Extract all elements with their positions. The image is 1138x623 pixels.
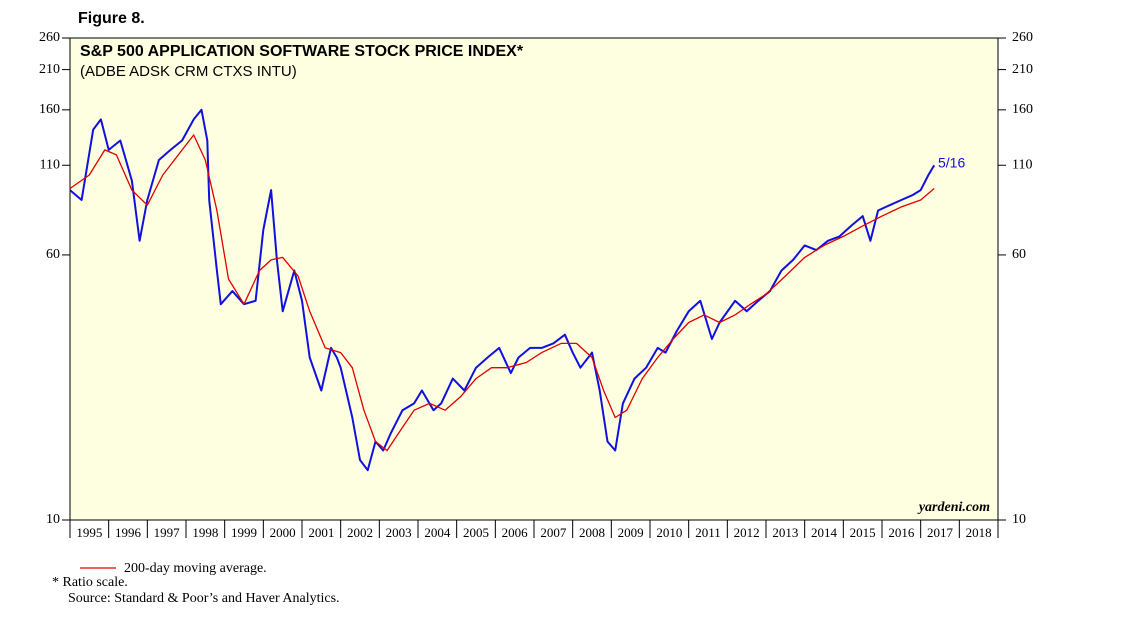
- legend-label: 200-day moving average.: [124, 561, 267, 576]
- y2-tick-label: 210: [1012, 62, 1033, 77]
- x-tick-label: 2006: [502, 525, 529, 540]
- x-tick-label: 1999: [231, 525, 257, 540]
- x-tick-label: 2008: [579, 525, 605, 540]
- y-tick-label: 160: [39, 102, 60, 117]
- annotation: 5/16: [938, 155, 965, 171]
- x-tick-label: 2005: [463, 525, 489, 540]
- x-tick-label: 2017: [927, 525, 954, 540]
- x-tick-label: 1998: [192, 525, 218, 540]
- x-tick-label: 2016: [888, 525, 915, 540]
- x-tick-label: 1996: [115, 525, 142, 540]
- y2-tick-label: 260: [1012, 30, 1033, 45]
- x-tick-label: 2000: [270, 525, 296, 540]
- plot-frame: [69, 37, 999, 521]
- x-tick-label: 2014: [811, 525, 838, 540]
- x-tick-label: 2012: [734, 525, 760, 540]
- x-tick-label: 2009: [618, 525, 644, 540]
- chart-title: S&P 500 APPLICATION SOFTWARE STOCK PRICE…: [80, 43, 524, 60]
- x-tick-label: 2013: [772, 525, 798, 540]
- y-tick-label: 60: [46, 247, 60, 262]
- x-tick-label: 2018: [966, 525, 992, 540]
- y2-tick-label: 10: [1012, 512, 1026, 527]
- y2-tick-label: 110: [1012, 157, 1032, 172]
- x-tick-label: 1995: [76, 525, 102, 540]
- figure-label: Figure 8.: [78, 10, 145, 27]
- plot-area: [70, 38, 998, 520]
- chart-subtitle: (ADBE ADSK CRM CTXS INTU): [80, 63, 297, 80]
- y2-tick-label: 160: [1012, 102, 1033, 117]
- y-tick-label: 110: [40, 157, 60, 172]
- y-tick-label: 260: [39, 30, 60, 45]
- x-tick-label: 2011: [695, 525, 721, 540]
- x-tick-label: 2003: [386, 525, 412, 540]
- x-tick-label: 2010: [656, 525, 682, 540]
- x-tick-label: 2015: [850, 525, 876, 540]
- y2-tick-label: 60: [1012, 247, 1026, 262]
- footnote: * Ratio scale.: [52, 575, 128, 590]
- watermark: yardeni.com: [917, 500, 990, 515]
- x-tick-label: 2004: [424, 525, 451, 540]
- x-tick-label: 1997: [154, 525, 181, 540]
- x-tick-label: 2007: [540, 525, 567, 540]
- x-tick-label: 2001: [308, 525, 334, 540]
- y-tick-label: 10: [46, 512, 60, 527]
- x-tick-label: 2002: [347, 525, 373, 540]
- series-line: [69, 134, 935, 452]
- y-tick-label: 210: [39, 62, 60, 77]
- series-line: [69, 108, 936, 472]
- source: Source: Standard & Poor’s and Haver Anal…: [68, 591, 340, 606]
